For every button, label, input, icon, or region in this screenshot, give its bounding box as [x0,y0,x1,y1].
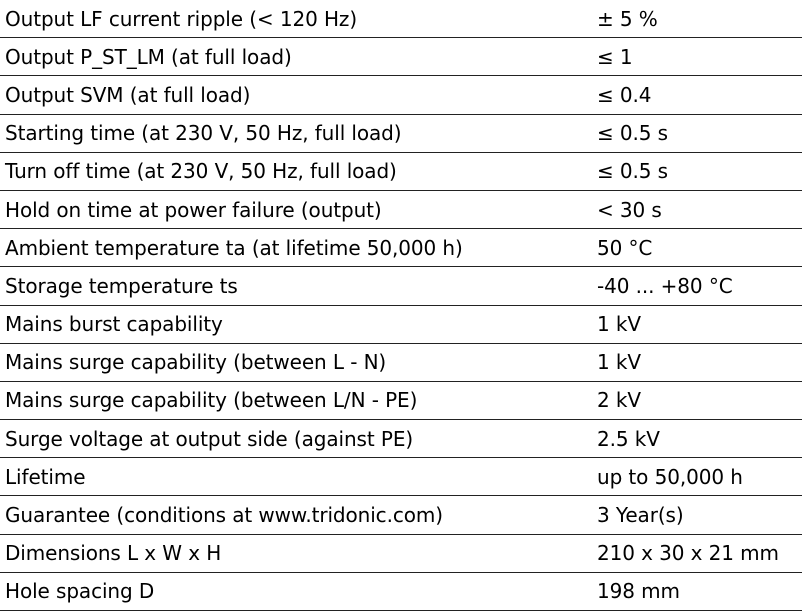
row-value: ≤ 0.5 s [597,121,668,146]
row-value: ≤ 1 [597,44,633,69]
row-label: Storage temperature ts [5,273,238,298]
table-row: Hole spacing D 198 mm [0,573,802,611]
row-label: Turn off time (at 230 V, 50 Hz, full loa… [5,159,397,184]
table-row: Lifetime up to 50,000 h [0,458,802,497]
row-label: Output SVM (at full load) [5,82,251,107]
row-label: Ambient temperature ta (at lifetime 50,0… [5,235,463,260]
row-value: up to 50,000 h [597,464,743,489]
row-value: -40 ... +80 °C [597,273,733,298]
row-label: Starting time (at 230 V, 50 Hz, full loa… [5,121,402,146]
table-row: Starting time (at 230 V, 50 Hz, full loa… [0,115,802,153]
row-value: < 30 s [597,197,662,222]
row-value: 1 kV [597,350,641,375]
row-label: Guarantee (conditions at www.tridonic.co… [5,503,443,528]
row-value: 198 mm [597,579,680,604]
row-label: Hold on time at power failure (output) [5,197,382,222]
row-label: Dimensions L x W x H [5,541,222,566]
row-label: Mains surge capability (between L/N - PE… [5,388,418,413]
table-row: Mains burst capability 1 kV [0,306,802,344]
row-label: Hole spacing D [5,579,155,604]
row-value: 50 °C [597,235,653,260]
table-row: Output LF current ripple (< 120 Hz) ± 5 … [0,0,802,39]
table-row: Surge voltage at output side (against PE… [0,420,802,459]
row-value: 210 x 30 x 21 mm [597,541,779,566]
table-row: Storage temperature ts -40 ... +80 °C [0,267,802,306]
table-row: Mains surge capability (between L - N) 1… [0,344,802,382]
row-value: 2 kV [597,388,641,413]
table-row: Turn off time (at 230 V, 50 Hz, full loa… [0,153,802,191]
row-label: Mains surge capability (between L - N) [5,350,387,375]
table-row: Dimensions L x W x H 210 x 30 x 21 mm [0,535,802,573]
table-row: Hold on time at power failure (output) <… [0,191,802,230]
row-label: Output LF current ripple (< 120 Hz) [5,6,358,31]
row-value: 1 kV [597,312,641,337]
table-row: Guarantee (conditions at www.tridonic.co… [0,496,802,535]
row-value: ≤ 0.4 [597,82,652,107]
table-row: Ambient temperature ta (at lifetime 50,0… [0,229,802,268]
table-row: Output P_ST_LM (at full load) ≤ 1 [0,38,802,77]
row-label: Surge voltage at output side (against PE… [5,426,414,451]
row-label: Output P_ST_LM (at full load) [5,44,292,69]
row-value: ≤ 0.5 s [597,159,668,184]
row-value: ± 5 % [597,6,658,31]
table-row: Output SVM (at full load) ≤ 0.4 [0,76,802,115]
row-value: 3 Year(s) [597,503,684,528]
row-label: Mains burst capability [5,312,223,337]
row-value: 2.5 kV [597,426,660,451]
table-row: Mains surge capability (between L/N - PE… [0,382,802,421]
row-label: Lifetime [5,464,86,489]
